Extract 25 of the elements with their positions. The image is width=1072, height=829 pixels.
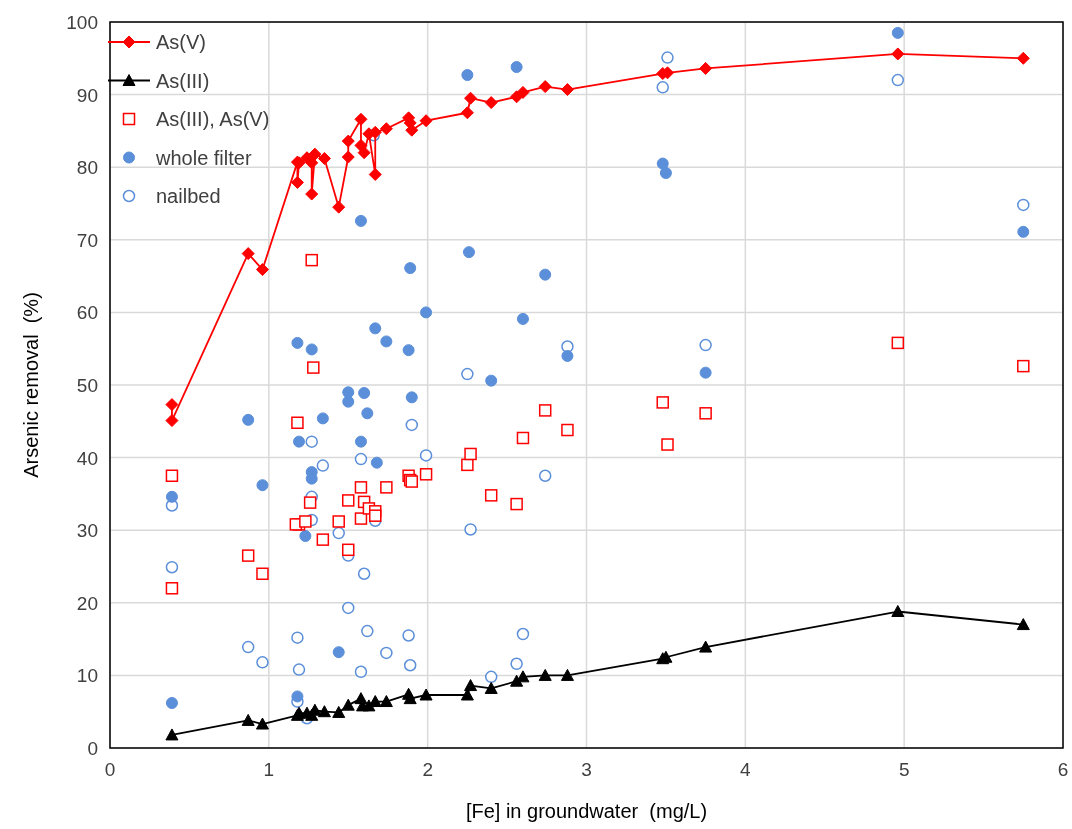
- x-tick-label: 3: [581, 759, 592, 780]
- x-axis-title: [Fe] in groundwater (mg/L): [465, 800, 708, 822]
- y-tick-label: 10: [76, 665, 98, 687]
- x-tick-label: 1: [263, 759, 275, 780]
- y-tick-label: 70: [76, 229, 98, 251]
- y-tick-label: 20: [76, 592, 98, 614]
- y-axis-title: Arsenic removal (%): [20, 292, 42, 478]
- x-tick-label: 6: [1057, 759, 1069, 780]
- legend-label: As(III): [156, 69, 210, 92]
- y-tick-label: 0: [87, 738, 98, 759]
- legend-label: whole filter: [155, 146, 252, 169]
- y-tick-label: 80: [76, 157, 98, 179]
- legend-label: As(III), As(V): [156, 108, 270, 130]
- y-tick-label: 100: [66, 12, 98, 33]
- legend-label: As(V): [156, 31, 206, 53]
- legend-label: nailbed: [156, 185, 221, 207]
- y-tick-label: 30: [76, 520, 98, 542]
- y-tick-label: 60: [76, 302, 98, 324]
- y-tick-label: 50: [76, 375, 98, 396]
- x-tick-label: 2: [422, 759, 433, 780]
- x-tick-label: 5: [898, 759, 910, 780]
- y-tick-label: 40: [76, 447, 98, 469]
- y-tick-label: 90: [76, 84, 98, 106]
- x-tick-label: 0: [104, 759, 116, 780]
- x-tick-label: 4: [740, 759, 752, 780]
